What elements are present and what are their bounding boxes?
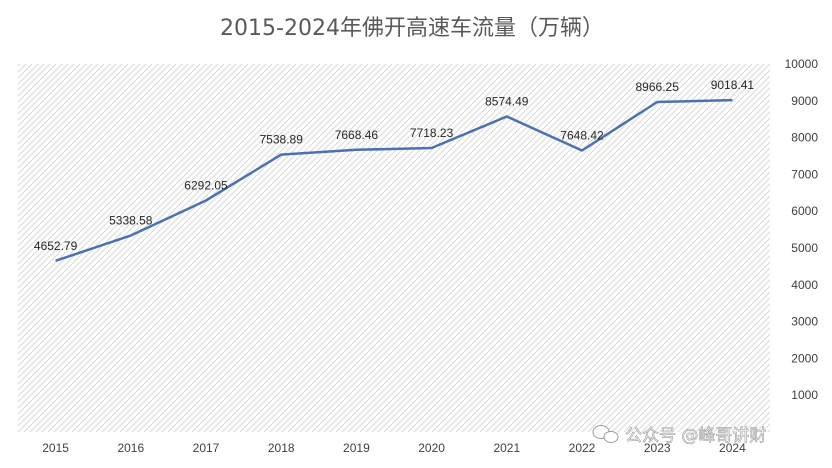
data-label: 4652.79	[34, 239, 78, 253]
x-tick-label: 2021	[493, 441, 520, 455]
x-tick-label: 2022	[569, 441, 596, 455]
x-tick-label: 2019	[343, 441, 370, 455]
data-label: 6292.05	[184, 178, 228, 192]
series-line	[55, 98, 733, 262]
x-tick-label: 2023	[644, 441, 671, 455]
x-tick-label: 2024	[719, 441, 746, 455]
y-tick-label: 4000	[791, 278, 818, 292]
y-tick-label: 5000	[791, 241, 818, 255]
data-label: 7648.42	[560, 129, 604, 143]
y-tick-label: 9000	[791, 94, 818, 108]
y-tick-label: 2000	[791, 351, 818, 365]
y-tick-label: 10000	[785, 57, 819, 71]
y-tick-label: 1000	[791, 388, 818, 402]
y-tick-label: 8000	[791, 131, 818, 145]
x-tick-label: 2016	[117, 441, 144, 455]
data-label: 8574.49	[485, 94, 529, 108]
data-label: 9018.41	[711, 78, 755, 92]
data-labels: 4652.79 5338.58 6292.05 7538.89 7668.46 7718.…	[34, 78, 755, 253]
data-label: 5338.58	[109, 214, 153, 228]
plot-area	[18, 64, 770, 432]
wechat-icon	[592, 425, 619, 443]
watermark-text: 公众号 @峰哥讲财	[625, 426, 766, 446]
watermark: 公众号 @峰哥讲财	[592, 425, 767, 446]
x-tick-label: 2017	[193, 441, 220, 455]
data-label: 7718.23	[410, 126, 454, 140]
y-axis: 1000 2000 3000 4000 5000 6000 7000 8000 9000 1000…	[785, 57, 819, 402]
x-tick-label: 2018	[268, 441, 295, 455]
data-label: 8966.25	[636, 80, 680, 94]
y-tick-label: 7000	[791, 167, 818, 181]
x-tick-label: 2015	[42, 441, 69, 455]
data-label: 7668.46	[335, 128, 379, 142]
data-label: 7538.89	[260, 133, 304, 147]
y-tick-label: 3000	[791, 315, 818, 329]
chart-title: 2015-2024年佛开高速车流量（万辆）	[220, 16, 604, 41]
x-axis: 2015 2016 2017 2018 2019 2020 2021 2022 2023 2024	[42, 441, 746, 455]
y-tick-label: 6000	[791, 204, 818, 218]
x-tick-label: 2020	[418, 441, 445, 455]
